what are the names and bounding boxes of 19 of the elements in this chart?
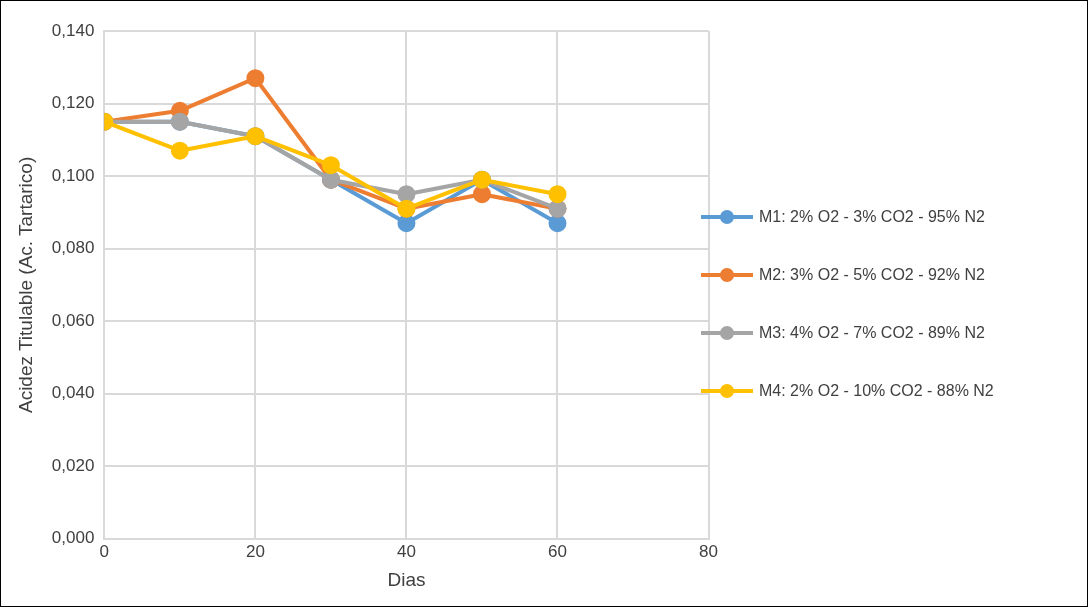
y-axis-title: Acidez Titulable (Ac. Tartarico) [14, 156, 36, 414]
y-tick-label: 0,060 [51, 310, 95, 330]
y-tick-label: 0,140 [51, 20, 95, 40]
y-tick-label: 0,000 [51, 528, 95, 548]
x-tick-label: 40 [396, 541, 416, 561]
legend-label: M1: 2% O2 - 3% CO2 - 95% N2 [759, 207, 985, 226]
y-tick-label: 0,020 [51, 455, 95, 475]
x-axis-title: Dias [387, 568, 426, 590]
x-tick-label: 0 [99, 541, 110, 561]
legend-label: M2: 3% O2 - 5% CO2 - 92% N2 [759, 265, 985, 284]
y-tick-label: 0,100 [51, 165, 95, 185]
x-tick-label: 20 [245, 541, 265, 561]
y-tick-label: 0,120 [51, 93, 95, 113]
legend-label: M4: 2% O2 - 10% CO2 - 88% N2 [759, 381, 994, 400]
y-tick-label: 0,080 [51, 238, 95, 258]
x-tick-label: 60 [548, 541, 567, 561]
y-tick-label: 0,040 [51, 383, 95, 403]
x-tick-label: 80 [699, 541, 719, 561]
legend-label: M3: 4% O2 - 7% CO2 - 89% N2 [759, 323, 985, 342]
